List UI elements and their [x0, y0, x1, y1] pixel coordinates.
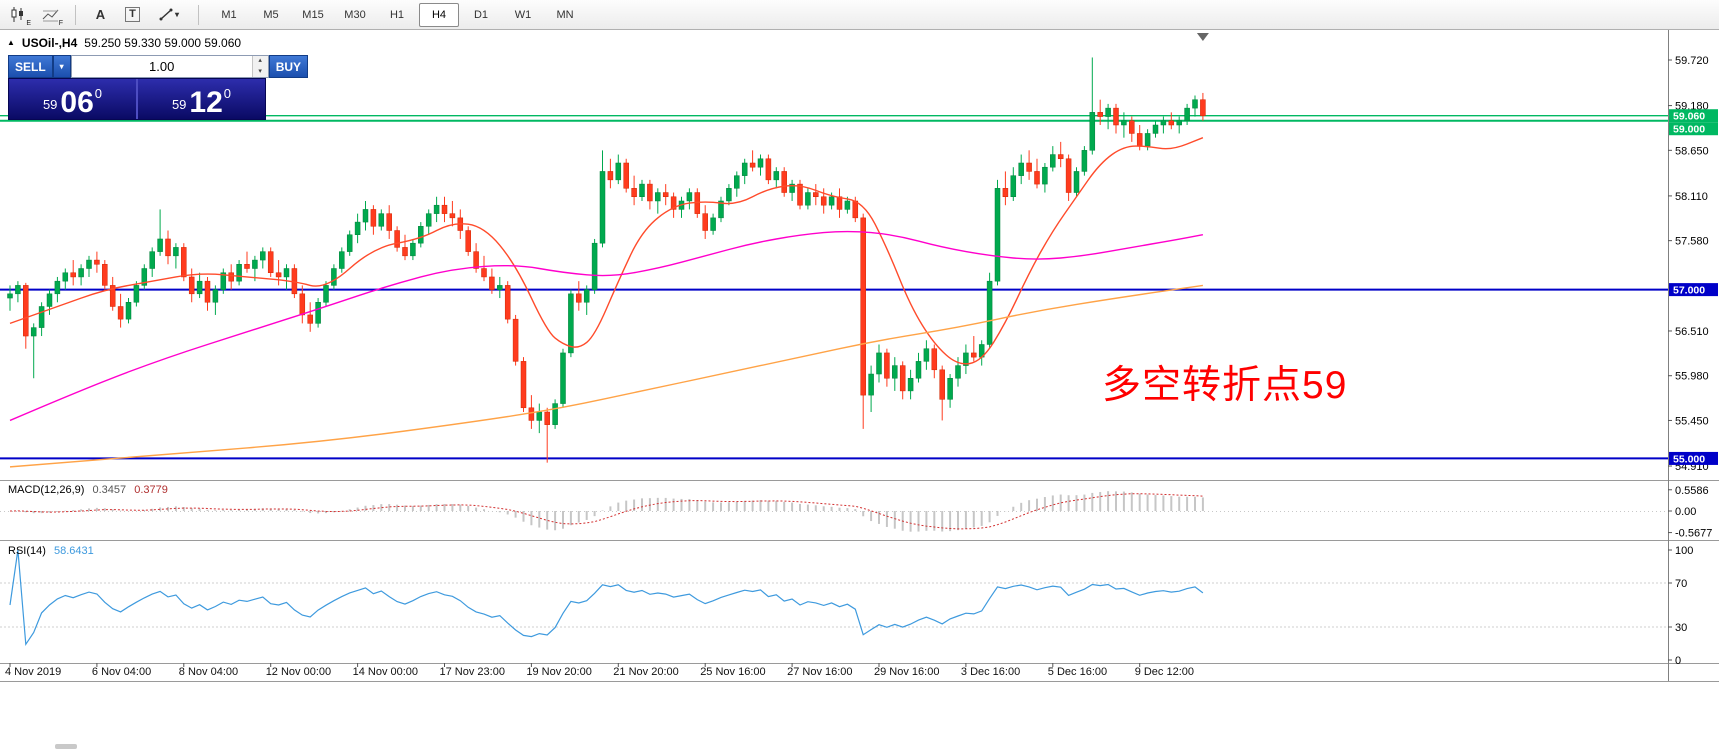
sell-price-prefix: 59 [42, 97, 58, 112]
tab-timeframe-mn[interactable]: MN [556, 8, 574, 21]
textbox-tool-button[interactable]: T [118, 2, 147, 28]
textbox-tool-label: T [125, 7, 140, 22]
macd-main-value: 0.3457 [92, 484, 127, 496]
rsi-indicator-label: RSI(14) 58.6431 [8, 545, 94, 557]
sell-price-big: 06 [60, 85, 94, 119]
candlestick-icon [11, 7, 23, 22]
tab-timeframe-m30[interactable]: M30 [344, 8, 366, 21]
macd-name: MACD(12,26,9) [8, 484, 85, 496]
price-divider [136, 79, 138, 119]
indicator-lines-sub-label: F [58, 19, 63, 27]
price-display-row: 59 06 0 59 12 0 [8, 78, 266, 120]
volume-decrease-button[interactable]: ▾ [252, 66, 268, 77]
trendline-tool-icon [159, 8, 173, 21]
top-toolbar: E F A T ▾ M1 M5 M15 M30 H1 H4 D1 W1 MN [0, 0, 1719, 30]
buy-price-prefix: 59 [171, 97, 187, 112]
rsi-value: 58.6431 [53, 545, 94, 557]
indicator-lines-button[interactable]: F [36, 2, 65, 28]
chart-header: ▲ USOil-,H4 59.250 59.330 59.000 59.060 [7, 36, 241, 50]
sell-price-display[interactable]: 59 06 0 [9, 79, 136, 119]
volume-field: ▴ ▾ [70, 55, 269, 78]
chevron-down-icon: ▾ [174, 10, 179, 19]
tab-timeframe-h4[interactable]: H4 [419, 2, 459, 27]
tab-timeframe-m5[interactable]: M5 [263, 8, 279, 21]
price-scale[interactable] [1668, 30, 1719, 681]
volume-dropdown-button[interactable]: ▾ [52, 55, 71, 78]
chevron-down-icon: ▾ [59, 62, 64, 71]
buy-price-display[interactable]: 59 12 0 [138, 79, 265, 119]
collapse-triangle-icon[interactable]: ▲ [7, 38, 15, 47]
buy-button[interactable]: BUY [268, 55, 309, 78]
chart-ohlc-values: 59.250 59.330 59.000 59.060 [84, 36, 242, 50]
tab-timeframe-m15[interactable]: M15 [302, 8, 324, 21]
one-click-trading-panel: SELL ▾ ▴ ▾ BUY 59 06 0 59 12 0 [8, 55, 309, 120]
buy-price-big: 12 [189, 85, 223, 119]
macd-indicator-label: MACD(12,26,9) 0.3457 0.3779 [8, 484, 168, 496]
horizontal-scrollbar-thumb[interactable] [55, 744, 77, 749]
time-scale[interactable] [0, 663, 1668, 681]
volume-increase-button[interactable]: ▴ [252, 56, 268, 67]
candlestick-mode-button[interactable]: E [4, 2, 33, 28]
indicator-lines-icon [42, 9, 58, 21]
sell-price-sup: 0 [94, 86, 103, 101]
macd-signal-value: 0.3779 [134, 484, 168, 496]
text-annotation-button[interactable]: A [86, 2, 115, 28]
sell-button[interactable]: SELL [8, 55, 53, 78]
timeframe-bar: M1 M5 M15 M30 H1 H4 D1 W1 MN [209, 2, 585, 27]
tab-timeframe-h1[interactable]: H1 [389, 8, 405, 21]
toolbar-separator [75, 4, 76, 25]
rsi-name: RSI(14) [8, 545, 46, 557]
macd-panel-area[interactable] [0, 480, 1668, 540]
tab-timeframe-w1[interactable]: W1 [514, 8, 532, 21]
chart-text-annotation: 多空转折点59 [1102, 364, 1348, 407]
tab-timeframe-m1[interactable]: M1 [221, 8, 237, 21]
rsi-panel-area[interactable] [0, 540, 1668, 663]
candlestick-mode-sub-label: E [26, 19, 31, 27]
chart-symbol-title: USOil-,H4 [21, 36, 78, 50]
text-annotation-label: A [95, 7, 106, 22]
bottom-strip [0, 682, 1719, 751]
buy-price-sup: 0 [223, 86, 232, 101]
volume-input[interactable] [71, 56, 252, 77]
tab-timeframe-d1[interactable]: D1 [473, 8, 489, 21]
drawing-tool-button[interactable]: ▾ [150, 2, 188, 28]
toolbar-separator [198, 4, 199, 25]
